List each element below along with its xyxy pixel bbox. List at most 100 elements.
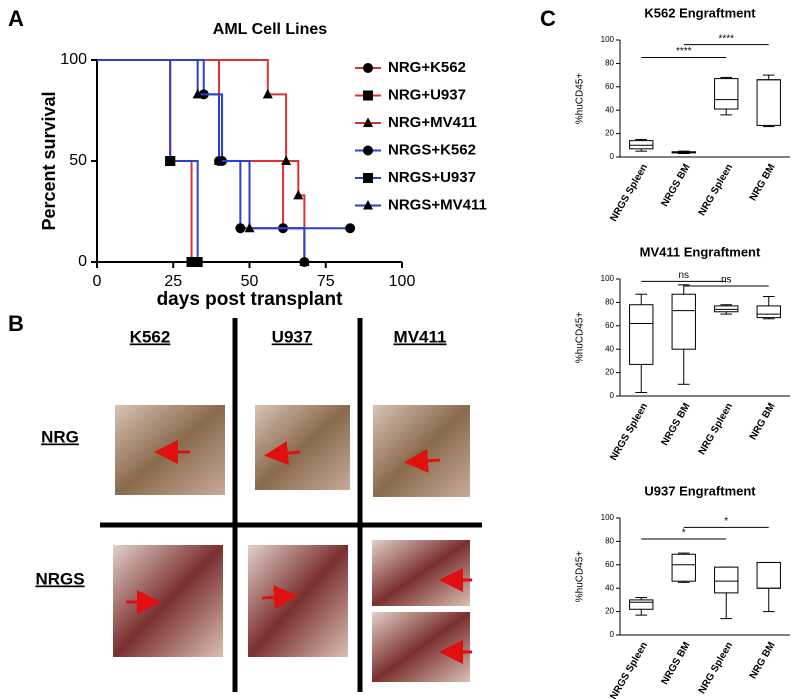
y-tick-label: 100 [60,51,87,68]
marker [165,156,176,166]
y-tick-label: 80 [605,537,614,546]
marker [363,90,373,101]
marker [262,88,273,99]
marker [235,223,246,234]
chart-title: K562 Engraftment [644,5,756,20]
box [629,599,654,610]
y-axis-label: Percent survival [39,91,59,230]
box [714,78,739,110]
panel-label: C [540,6,556,31]
marker [192,257,203,267]
marker [244,222,255,233]
photo [248,545,348,657]
marker [214,155,224,165]
marker [345,223,356,234]
box [756,79,781,126]
x-tick-label: NRGS Spleen [608,640,650,699]
marker [363,173,373,183]
y-tick-label: 50 [69,152,87,169]
x-tick-label: NRGS BM [659,401,692,447]
x-tick-label: NRG BM [748,401,778,442]
x-tick-label: NRG BM [748,640,778,681]
arrow [264,441,301,466]
x-tick-label: NRGS BM [659,162,692,208]
photo [115,405,225,495]
box [671,293,696,350]
significance-label: ns [721,275,732,286]
x-tick-label: NRGS Spleen [608,162,650,223]
legend-label: NRGS+U937 [388,169,476,186]
column-label: U937 [272,327,313,346]
row-label: NRGS [35,569,84,588]
significance-label: * [682,528,686,539]
legend-label: NRG+U937 [388,86,466,103]
x-tick-label: 50 [241,273,259,290]
x-tick-label: NRGS Spleen [608,401,650,462]
survival-line [97,59,199,262]
significance-label: **** [676,46,692,57]
y-tick-label: 80 [605,298,614,307]
chart-title: U937 Engraftment [644,483,756,498]
y-tick-label: 0 [610,391,615,400]
y-tick-label: 100 [601,35,615,44]
marker [363,200,373,210]
legend-label: NRGS+MV411 [388,196,487,213]
marker [293,189,304,200]
column-label: K562 [130,327,171,346]
x-tick-label: 100 [389,273,416,290]
chart-title: MV411 Engraftment [640,244,761,259]
box [756,305,781,319]
x-axis-label: days post transplant [157,289,343,310]
significance-label: **** [718,33,734,44]
significance-label: ns [678,270,689,281]
y-tick-label: 60 [605,321,614,330]
legend-label: NRGS+K562 [388,141,476,158]
x-tick-label: NRG Spleen [697,401,735,457]
y-tick-label: 40 [605,105,614,114]
panel-label: A [8,6,24,31]
y-tick-label: 40 [605,344,614,353]
box [714,566,739,594]
y-tick-label: 40 [605,583,614,592]
x-tick-label: NRG Spleen [697,162,735,218]
marker [281,155,292,165]
marker [363,145,373,156]
y-axis-label: %huCD45+ [575,551,586,603]
photo [373,405,470,497]
panel-label: B [8,311,24,336]
arrow [404,448,441,473]
y-tick-label: 100 [601,274,615,283]
photo [372,612,470,682]
marker [299,256,310,266]
y-tick-label: 0 [610,630,615,639]
box [629,140,654,150]
survival-line [97,59,306,262]
y-tick-label: 60 [605,560,614,569]
marker [363,117,373,127]
y-tick-label: 0 [78,253,87,270]
marker [186,257,197,267]
y-tick-label: 80 [605,59,614,68]
x-tick-label: 25 [164,273,182,290]
x-tick-label: NRG BM [748,162,778,203]
photo [372,540,470,606]
photo [255,405,350,490]
y-tick-label: 20 [605,368,614,377]
x-tick-label: 0 [93,273,102,290]
box [629,304,654,365]
marker [363,63,373,73]
marker [192,88,203,99]
y-tick-label: 100 [601,513,615,522]
chart-title: AML Cell Lines [213,21,327,38]
arrow [261,585,298,610]
y-tick-label: 20 [605,129,614,138]
survival-line [97,59,351,230]
y-axis-label: %huCD45+ [575,73,586,125]
legend-label: NRG+MV411 [388,114,477,131]
y-tick-label: 0 [610,152,615,161]
photo-grid: K562 U937 MV411 NRG NRGS [35,318,482,692]
x-tick-label: NRGS BM [659,640,692,686]
column-label: MV411 [394,327,447,346]
x-tick-label: NRG Spleen [697,640,735,696]
